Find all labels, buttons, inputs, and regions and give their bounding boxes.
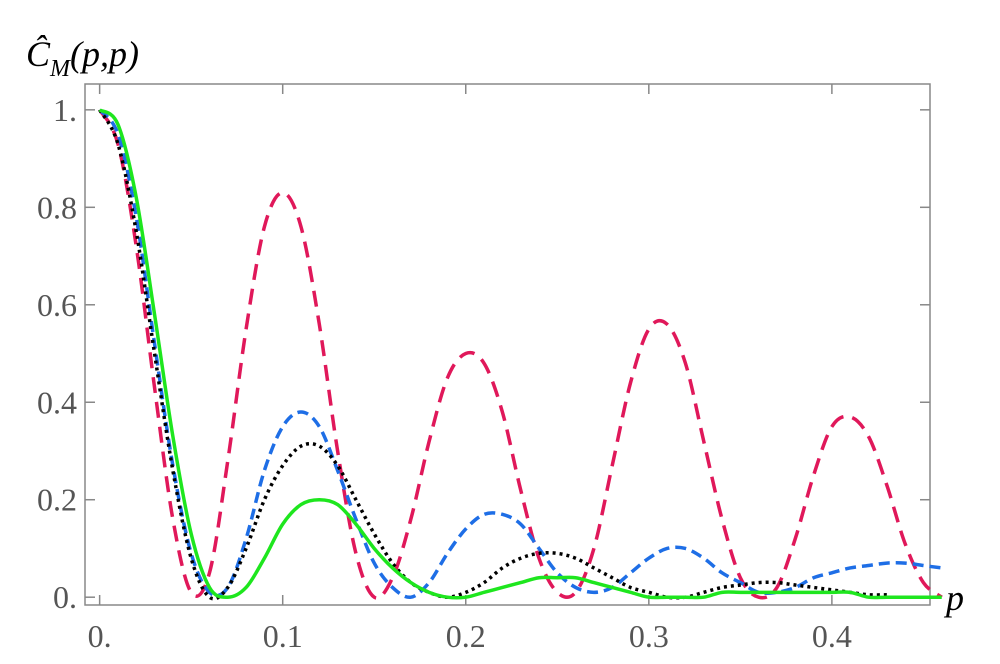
- y-label-sub: M: [49, 56, 72, 82]
- y-tick-label: 0.4: [37, 384, 77, 420]
- x-tick-label: 0.: [88, 618, 112, 654]
- x-tick-label: 0.1: [263, 618, 303, 654]
- series-line: [98, 108, 942, 599]
- y-tick-label: 1.: [53, 92, 77, 128]
- series-line: [98, 108, 942, 600]
- plot-frame: [84, 83, 931, 606]
- y-tick-label: 0.8: [37, 189, 77, 225]
- x-tick-label: 0.2: [446, 618, 486, 654]
- y-tick-label: 0.2: [37, 482, 77, 518]
- y-tick-label: 0.: [53, 579, 77, 615]
- x-tick-label: 0.4: [812, 618, 852, 654]
- x-tick-label: 0.3: [629, 618, 669, 654]
- x-label: p: [943, 578, 964, 618]
- y-tick-label: 0.6: [37, 287, 77, 323]
- y-label: ĈM(p,p): [26, 34, 139, 82]
- series-line: [98, 108, 887, 601]
- y-label-rest: (p,p): [70, 34, 139, 74]
- y-label-base: Ĉ: [26, 34, 51, 74]
- series-line: [98, 108, 943, 600]
